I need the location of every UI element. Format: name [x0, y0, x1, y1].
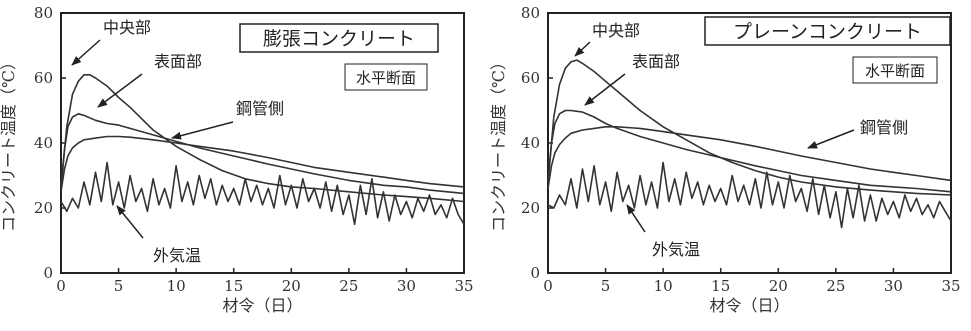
- y-tick-label: 60: [34, 69, 53, 87]
- y-tick-label: 20: [521, 199, 540, 217]
- series-label: 外気温: [153, 246, 201, 265]
- annotation-arrow: [574, 41, 591, 57]
- chart-title: 膨張コンクリート: [263, 28, 415, 50]
- x-tick-label: 35: [941, 277, 960, 295]
- x-tick-label: 5: [114, 277, 124, 295]
- chart-panel-2: 0 5 10 15 20 25 30 35 0 20 40 60 80 材令（日） コンクリート温度（℃） 中…: [489, 4, 961, 315]
- x-tick-label: 0: [543, 277, 553, 295]
- series-label: 表面部: [632, 52, 680, 71]
- x-axis-label: 材令（日）: [709, 296, 789, 315]
- x-tick-label: 35: [454, 277, 473, 295]
- annotation-arrow: [97, 73, 143, 108]
- y-tick-label: 20: [34, 199, 53, 217]
- y-axis-label: コンクリート温度（℃）: [0, 54, 18, 232]
- y-axis-label: コンクリート温度（℃）: [489, 54, 508, 232]
- series-line-4: [60, 161, 465, 226]
- chart-title-box: [704, 16, 951, 46]
- plot-frame: [547, 12, 952, 274]
- chart-title-box: [239, 23, 439, 53]
- x-tick-label: 5: [601, 277, 611, 295]
- series-label: 表面部: [154, 52, 202, 71]
- y-tick-label: 80: [34, 4, 53, 22]
- x-tick-label: 25: [339, 277, 358, 295]
- annotation-arrow: [584, 73, 626, 106]
- y-tick-label: 40: [521, 134, 540, 152]
- series-label: 鋼管側: [860, 118, 908, 137]
- series-label: 中央部: [592, 21, 640, 40]
- annotation-arrow: [807, 129, 855, 149]
- section-label-box: [344, 63, 428, 91]
- series-label: 中央部: [103, 18, 151, 37]
- annotation-arrow: [626, 204, 646, 233]
- y-tick-label: 0: [43, 264, 53, 282]
- section-label: 水平断面: [865, 62, 925, 80]
- section-label: 水平断面: [356, 69, 416, 87]
- x-tick-label: 20: [282, 277, 301, 295]
- series-label: 鋼管側: [236, 99, 284, 118]
- series-line-4: [547, 161, 952, 229]
- x-tick-label: 30: [884, 277, 903, 295]
- x-tick-label: 10: [654, 277, 673, 295]
- annotation-arrow: [71, 39, 101, 66]
- annotation-arrow: [116, 205, 144, 239]
- annotation-arrow: [171, 121, 234, 140]
- y-tick-label: 60: [521, 69, 540, 87]
- x-tick-label: 30: [397, 277, 416, 295]
- x-tick-label: 25: [826, 277, 845, 295]
- x-tick-label: 15: [711, 277, 730, 295]
- series-line-3: [547, 126, 952, 189]
- series-line-3: [60, 135, 465, 192]
- y-tick-label: 0: [530, 264, 540, 282]
- x-tick-label: 0: [56, 277, 66, 295]
- x-tick-label: 20: [769, 277, 788, 295]
- series-label: 外気温: [652, 240, 700, 259]
- chart-title: プレーンコンクリート: [733, 21, 922, 43]
- x-tick-label: 10: [167, 277, 186, 295]
- series-line-2: [547, 109, 952, 193]
- x-axis-label: 材令（日）: [222, 296, 302, 315]
- series-line-1: [60, 74, 465, 203]
- x-tick-label: 15: [224, 277, 243, 295]
- section-label-box: [852, 56, 938, 84]
- y-tick-label: 40: [34, 134, 53, 152]
- y-tick-label: 80: [521, 4, 540, 22]
- series-line-2: [60, 113, 465, 195]
- chart-panel-1: 0 5 10 15 20 25 30 35 0 20 40 60 80 材令（日） コンクリート温度（℃） 中…: [0, 4, 474, 315]
